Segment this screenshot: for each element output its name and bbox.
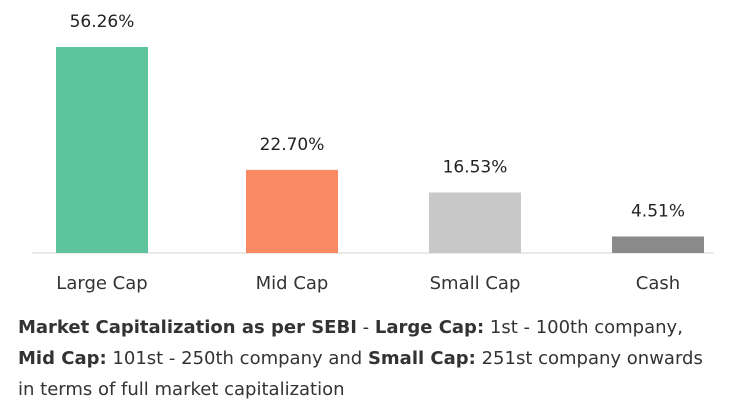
footnote-separator: - bbox=[356, 317, 375, 338]
bar-cash bbox=[612, 236, 704, 253]
footnote-large-cap-term: Large Cap: bbox=[374, 317, 485, 338]
footnote-mid-cap-term: Mid Cap: bbox=[18, 348, 107, 369]
footnote-small-cap-def: 251st company onwards in terms of full m… bbox=[18, 348, 703, 400]
value-label-mid-cap: 22.70% bbox=[260, 135, 325, 155]
category-label-small-cap: Small Cap bbox=[430, 273, 521, 294]
category-label-cash: Cash bbox=[636, 273, 680, 294]
category-label-large-cap: Large Cap bbox=[56, 273, 147, 294]
footnote-title: Market Capitalization as per SEBI bbox=[18, 317, 357, 338]
bar-large-cap bbox=[56, 47, 148, 253]
category-label-mid-cap: Mid Cap bbox=[256, 273, 329, 294]
value-label-cash: 4.51% bbox=[631, 201, 685, 221]
value-label-small-cap: 16.53% bbox=[443, 157, 508, 177]
footnote-small-cap-term: Small Cap: bbox=[367, 348, 476, 369]
bar-mid-cap bbox=[246, 169, 338, 253]
value-label-large-cap: 56.26% bbox=[70, 12, 135, 32]
footnote-mid-cap-def: 101st - 250th company and bbox=[106, 348, 368, 369]
chart-footnote: Market Capitalization as per SEBI - Larg… bbox=[18, 312, 718, 405]
bar-small-cap bbox=[429, 192, 521, 253]
bar-chart: 56.26% Large Cap 22.70% Mid Cap 16.53% Small … bbox=[32, 12, 714, 294]
footnote-large-cap-def: 1st - 100th company, bbox=[484, 317, 683, 338]
